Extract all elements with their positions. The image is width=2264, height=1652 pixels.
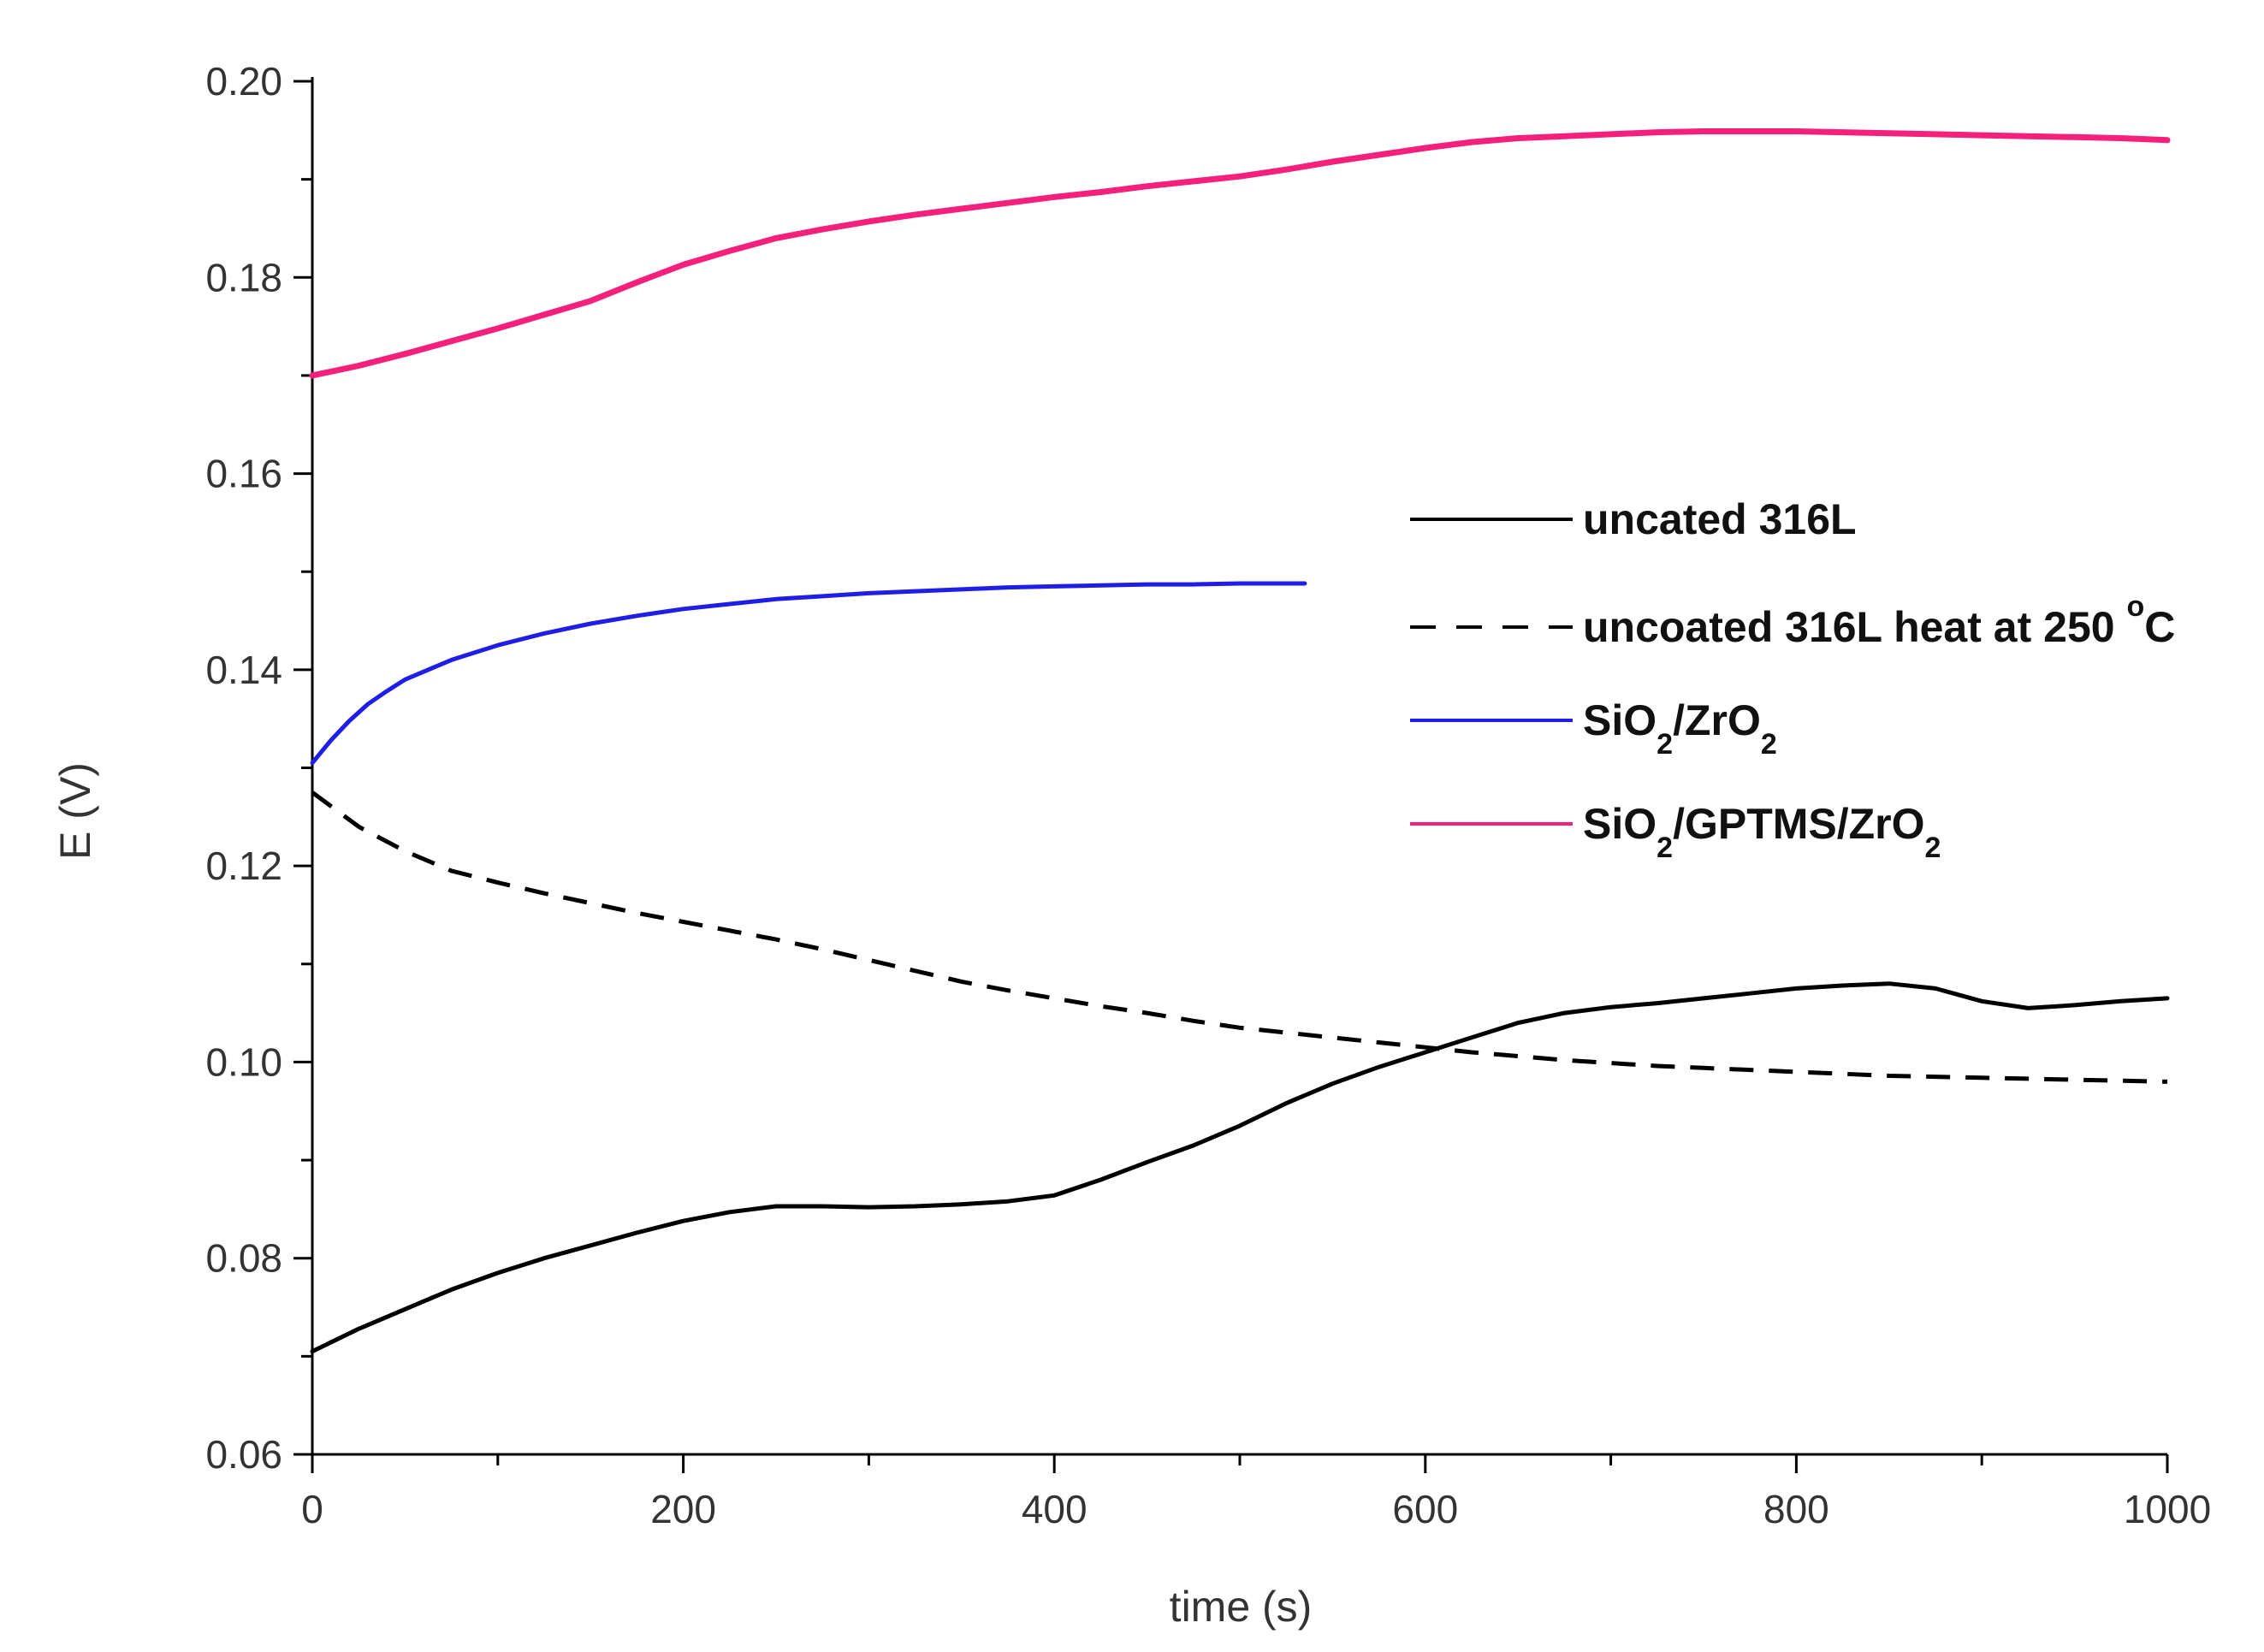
legend-label-3: SiO2/ZrO2 (1583, 696, 1777, 761)
series-line-3 (310, 581, 1307, 766)
x-tick-label: 800 (1763, 1487, 1829, 1531)
axes: 0 200 400 600 800 1000 0.06 0.08 0.10 0.12 0.14 0.1… (205, 59, 2211, 1531)
y-tick-label: 0.16 (205, 452, 282, 496)
series-line-1 (310, 981, 2170, 1354)
series-line-2 (311, 790, 2168, 1084)
legend-text-part: uncoated 316L heat at 250 (1583, 603, 2126, 651)
legend-text-part: 2 (1925, 832, 1941, 864)
legend-text-part: uncated 316L (1583, 495, 1857, 543)
x-tick-label: 400 (1022, 1487, 1088, 1531)
y-axis-title: E (V) (51, 762, 99, 860)
series-line-4 (309, 128, 2171, 379)
legend-text-part: /GPTMS/ZrO (1673, 800, 1924, 848)
legend-text-part: C (2144, 603, 2175, 651)
x-tick-label: 200 (650, 1487, 716, 1531)
x-tick-label: 0 (301, 1487, 323, 1531)
legend-text-part: SiO (1583, 800, 1657, 848)
y-tick-label: 0.12 (205, 844, 282, 888)
legend-label-1: uncated 316L (1583, 495, 1857, 543)
legend-label-2: uncoated 316L heat at 250 oC (1583, 590, 2175, 651)
y-tick-label: 0.18 (205, 255, 282, 299)
series-lines (309, 128, 2171, 1354)
legend-text-part: 2 (1657, 728, 1673, 761)
legend: uncated 316L uncoated 316L heat at 250 oC… (1410, 495, 2175, 864)
y-tick-label: 0.06 (205, 1432, 282, 1477)
legend-text-part: /ZrO (1673, 696, 1761, 744)
legend-label-4: SiO2/GPTMS/ZrO2 (1583, 800, 1941, 864)
x-axis-title: time (s) (1170, 1583, 1313, 1631)
y-tick-label: 0.20 (205, 59, 282, 104)
y-tick-label: 0.08 (205, 1236, 282, 1281)
y-tick-label: 0.10 (205, 1039, 282, 1084)
legend-text-part: 2 (1761, 728, 1777, 761)
x-tick-label: 600 (1392, 1487, 1458, 1531)
x-tick-label: 1000 (2124, 1487, 2211, 1531)
legend-text-part: 2 (1657, 832, 1673, 864)
y-tick-label: 0.14 (205, 648, 282, 692)
legend-text-part: SiO (1583, 696, 1657, 744)
legend-text-part: o (2126, 590, 2144, 623)
